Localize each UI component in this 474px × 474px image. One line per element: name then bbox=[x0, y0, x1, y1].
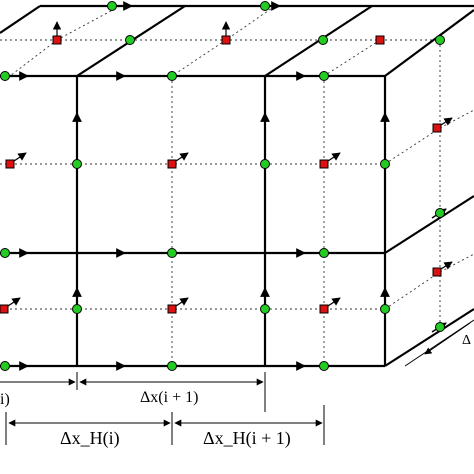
label-dxH-i: Δx_H(i) bbox=[60, 428, 120, 449]
red-nodes bbox=[0, 21, 453, 314]
label-dx-left-partial: i) bbox=[0, 391, 10, 408]
label-delta-right-partial: Δ bbox=[462, 333, 471, 348]
dotted-grid bbox=[0, 5, 474, 366]
label-dx-i-plus-1: Δx(i + 1) bbox=[140, 389, 198, 406]
green-nodes bbox=[0, 1, 445, 371]
label-dxH-i-plus-1: Δx_H(i + 1) bbox=[203, 428, 291, 449]
dimension-lines bbox=[0, 319, 474, 445]
solid-grid-lines bbox=[0, 4, 474, 368]
